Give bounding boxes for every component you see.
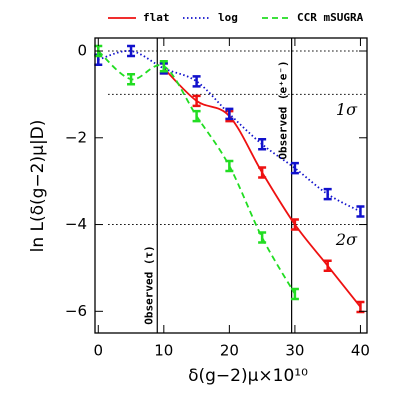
- error-marker: [127, 44, 136, 58]
- error-marker: [192, 75, 201, 88]
- plot-frame: [94, 37, 368, 334]
- error-marker: [192, 109, 201, 123]
- legend-label: CCR mSUGRA: [297, 11, 364, 24]
- error-marker: [225, 159, 234, 173]
- x-tick-label: 10: [154, 342, 173, 360]
- legend-label: flat: [143, 11, 170, 24]
- error-marker: [290, 218, 299, 231]
- x-tick-label: 0: [94, 342, 104, 360]
- error-marker: [258, 138, 267, 151]
- observed-label: Observed (τ): [142, 245, 155, 324]
- x-tick-label: 40: [351, 342, 370, 360]
- x-axis-label: δ(g−2)μ×10¹⁰: [188, 366, 308, 386]
- sigma-label: 1σ: [336, 100, 358, 119]
- error-marker: [323, 187, 332, 201]
- error-marker: [356, 300, 365, 314]
- observed-label: Observed (e⁺e⁻): [277, 60, 290, 159]
- error-marker: [127, 72, 136, 86]
- error-marker: [290, 161, 299, 175]
- error-marker: [356, 205, 365, 218]
- series-line: [98, 50, 361, 213]
- error-marker: [159, 59, 168, 73]
- y-tick-label: −6: [65, 302, 87, 320]
- x-tick-label: 20: [220, 342, 239, 360]
- error-marker: [290, 287, 299, 301]
- y-tick-label: −4: [65, 215, 87, 233]
- y-tick-label: 0: [77, 42, 87, 60]
- sigma-label: 2σ: [335, 230, 358, 249]
- error-marker: [258, 231, 267, 244]
- y-tick-label: −2: [65, 128, 87, 146]
- x-tick-label: 30: [285, 342, 304, 360]
- error-marker: [258, 166, 267, 179]
- error-marker: [323, 259, 332, 273]
- error-marker: [192, 94, 201, 108]
- legend-label: log: [218, 11, 238, 24]
- error-marker: [225, 107, 234, 121]
- y-axis-label: ln L(δ(g−2)μ|D): [28, 120, 48, 253]
